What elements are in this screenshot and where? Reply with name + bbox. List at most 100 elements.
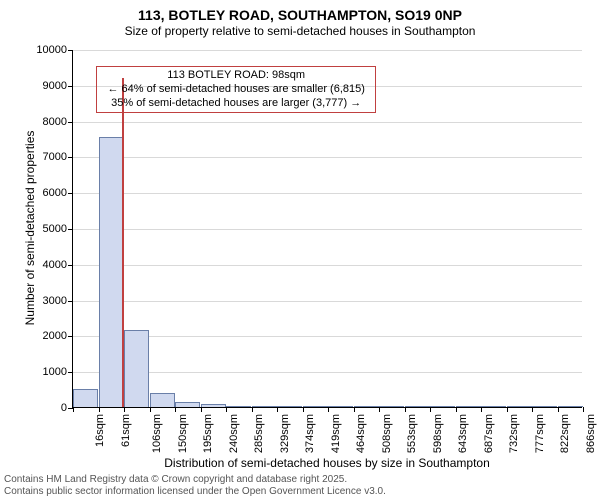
ytick-mark bbox=[68, 122, 73, 123]
histogram-bar bbox=[532, 406, 557, 407]
xtick-mark bbox=[507, 407, 508, 412]
gridline bbox=[73, 157, 582, 158]
xtick-label: 240sqm bbox=[228, 414, 240, 453]
annotation-line: 35% of semi-detached houses are larger (… bbox=[101, 97, 372, 111]
ytick-label: 5000 bbox=[43, 223, 67, 235]
histogram-bar bbox=[430, 406, 455, 407]
property-marker-line bbox=[122, 78, 124, 407]
ytick-label: 6000 bbox=[43, 187, 67, 199]
histogram-bar bbox=[405, 406, 430, 407]
ytick-label: 7000 bbox=[43, 151, 67, 163]
xtick-mark bbox=[532, 407, 533, 412]
y-axis-label: Number of semi-detached properties bbox=[23, 118, 37, 338]
histogram-bar bbox=[124, 330, 149, 407]
histogram-bar bbox=[379, 406, 404, 407]
xtick-label: 553sqm bbox=[406, 414, 418, 453]
gridline bbox=[73, 336, 582, 337]
ytick-mark bbox=[68, 372, 73, 373]
xtick-mark bbox=[150, 407, 151, 412]
ytick-mark bbox=[68, 50, 73, 51]
xtick-label: 777sqm bbox=[534, 414, 546, 453]
annotation-box: 113 BOTLEY ROAD: 98sqm← 64% of semi-deta… bbox=[96, 66, 377, 113]
xtick-mark bbox=[583, 407, 584, 412]
ytick-mark bbox=[68, 301, 73, 302]
xtick-mark bbox=[124, 407, 125, 412]
chart-title: 113, BOTLEY ROAD, SOUTHAMPTON, SO19 0NP bbox=[0, 0, 600, 24]
xtick-label: 598sqm bbox=[432, 414, 444, 453]
xtick-mark bbox=[558, 407, 559, 412]
ytick-label: 10000 bbox=[36, 44, 67, 56]
ytick-mark bbox=[68, 157, 73, 158]
xtick-mark bbox=[456, 407, 457, 412]
chart-subtitle: Size of property relative to semi-detach… bbox=[0, 24, 600, 42]
ytick-mark bbox=[68, 336, 73, 337]
ytick-label: 8000 bbox=[43, 116, 67, 128]
xtick-mark bbox=[175, 407, 176, 412]
ytick-mark bbox=[68, 193, 73, 194]
histogram-bar bbox=[226, 406, 251, 407]
histogram-bar bbox=[73, 389, 98, 407]
xtick-mark bbox=[252, 407, 253, 412]
annotation-line: ← 64% of semi-detached houses are smalle… bbox=[101, 83, 372, 97]
footer-attribution: Contains HM Land Registry data © Crown c… bbox=[4, 474, 386, 498]
ytick-label: 4000 bbox=[43, 259, 67, 271]
xtick-label: 732sqm bbox=[508, 414, 520, 453]
xtick-mark bbox=[405, 407, 406, 412]
xtick-mark bbox=[99, 407, 100, 412]
plot-area: 0100020003000400050006000700080009000100… bbox=[72, 50, 582, 408]
xtick-mark bbox=[226, 407, 227, 412]
gridline bbox=[73, 50, 582, 51]
xtick-label: 329sqm bbox=[279, 414, 291, 453]
xtick-mark bbox=[328, 407, 329, 412]
xtick-label: 61sqm bbox=[120, 414, 132, 447]
footer-line-1: Contains HM Land Registry data © Crown c… bbox=[4, 474, 386, 486]
ytick-label: 1000 bbox=[43, 366, 67, 378]
footer-line-2: Contains public sector information licen… bbox=[4, 486, 386, 498]
xtick-label: 508sqm bbox=[381, 414, 393, 453]
gridline bbox=[73, 301, 582, 302]
xtick-label: 643sqm bbox=[457, 414, 469, 453]
histogram-bar bbox=[150, 393, 175, 407]
histogram-bar bbox=[277, 406, 302, 407]
gridline bbox=[73, 193, 582, 194]
xtick-label: 866sqm bbox=[585, 414, 597, 453]
xtick-label: 106sqm bbox=[151, 414, 163, 453]
ytick-mark bbox=[68, 265, 73, 266]
histogram-bar bbox=[558, 406, 583, 407]
ytick-mark bbox=[68, 86, 73, 87]
annotation-line: 113 BOTLEY ROAD: 98sqm bbox=[101, 69, 372, 83]
xtick-mark bbox=[379, 407, 380, 412]
gridline bbox=[73, 229, 582, 230]
histogram-bar bbox=[99, 137, 124, 407]
ytick-label: 9000 bbox=[43, 80, 67, 92]
chart-area: 0100020003000400050006000700080009000100… bbox=[72, 50, 582, 408]
xtick-mark bbox=[277, 407, 278, 412]
xtick-label: 822sqm bbox=[559, 414, 571, 453]
histogram-bar bbox=[507, 406, 532, 407]
ytick-label: 2000 bbox=[43, 330, 67, 342]
xtick-label: 195sqm bbox=[202, 414, 214, 453]
xtick-mark bbox=[303, 407, 304, 412]
xtick-mark bbox=[481, 407, 482, 412]
histogram-bar bbox=[481, 406, 506, 407]
xtick-mark bbox=[201, 407, 202, 412]
histogram-bar bbox=[303, 406, 328, 407]
xtick-label: 464sqm bbox=[355, 414, 367, 453]
histogram-bar bbox=[201, 404, 226, 407]
xtick-mark bbox=[354, 407, 355, 412]
histogram-bar bbox=[456, 406, 481, 407]
xtick-label: 16sqm bbox=[94, 414, 106, 447]
xtick-mark bbox=[73, 407, 74, 412]
ytick-label: 3000 bbox=[43, 295, 67, 307]
gridline bbox=[73, 372, 582, 373]
histogram-bar bbox=[175, 402, 200, 407]
gridline bbox=[73, 265, 582, 266]
ytick-label: 0 bbox=[61, 402, 67, 414]
xtick-mark bbox=[430, 407, 431, 412]
xtick-label: 374sqm bbox=[304, 414, 316, 453]
xtick-label: 285sqm bbox=[253, 414, 265, 453]
ytick-mark bbox=[68, 229, 73, 230]
histogram-bar bbox=[328, 406, 353, 407]
gridline bbox=[73, 122, 582, 123]
histogram-bar bbox=[354, 406, 379, 407]
